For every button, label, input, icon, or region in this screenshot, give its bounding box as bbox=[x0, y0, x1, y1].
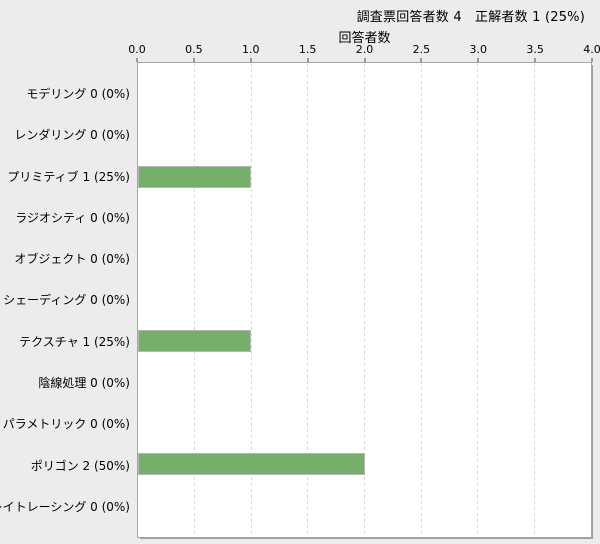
category-label: レンダリング 0 (0%) bbox=[14, 128, 130, 143]
x-tick-label: 2.0 bbox=[355, 43, 374, 56]
x-tick-label: 0.0 bbox=[128, 43, 146, 56]
gridline bbox=[420, 63, 422, 537]
category-label: ポリゴン 2 (50%) bbox=[30, 458, 130, 473]
x-tick-mark bbox=[477, 58, 479, 62]
bar-row bbox=[138, 403, 591, 444]
x-tick-label: 0.5 bbox=[185, 43, 203, 56]
category-label: オブジェクト 0 (0%) bbox=[14, 252, 130, 267]
gridline bbox=[477, 63, 479, 537]
category-label: パラメトリック 0 (0%) bbox=[2, 417, 130, 432]
x-axis-tick-labels: 0.0 0.5 1.0 1.5 2.0 2.5 3.0 3.5 4.0 bbox=[128, 43, 600, 56]
x-tick-label: 3.5 bbox=[526, 43, 544, 56]
bar-row bbox=[138, 156, 591, 197]
x-tick-mark bbox=[307, 58, 309, 62]
x-tick-mark bbox=[136, 58, 138, 62]
x-tick-mark bbox=[591, 58, 593, 62]
gridline bbox=[307, 63, 309, 537]
category-label: レイトレーシング 0 (0%) bbox=[0, 499, 130, 514]
bar bbox=[138, 330, 252, 353]
bar bbox=[138, 165, 252, 188]
gridline bbox=[533, 63, 535, 537]
bar-rows bbox=[138, 63, 591, 537]
x-tick-mark bbox=[420, 58, 422, 62]
bar-row bbox=[138, 485, 591, 526]
category-label: プリミティブ 1 (25%) bbox=[7, 169, 130, 184]
category-label: ラジオシティ 0 (0%) bbox=[15, 210, 130, 225]
gridline bbox=[364, 63, 365, 537]
x-tick-mark bbox=[250, 58, 252, 62]
bar-row bbox=[138, 74, 591, 115]
x-tick-label: 1.0 bbox=[242, 43, 260, 56]
category-label: テクスチャ 1 (25%) bbox=[19, 334, 130, 349]
chart-title: 調査票回答者数 4 正解者数 1 (25%) bbox=[356, 10, 585, 25]
category-label: 陰線処理 0 (0%) bbox=[38, 375, 130, 390]
bar-row bbox=[138, 115, 591, 156]
x-tick-label: 4.0 bbox=[583, 43, 600, 56]
bar-row bbox=[138, 197, 591, 238]
bar-row bbox=[138, 279, 591, 320]
bar bbox=[138, 453, 365, 476]
category-label: シェーディング 0 (0%) bbox=[3, 293, 130, 308]
bar-row bbox=[138, 238, 591, 279]
x-tick-label: 1.5 bbox=[298, 43, 317, 56]
x-tick-mark bbox=[364, 58, 365, 62]
bar-row bbox=[138, 321, 591, 362]
gridline bbox=[250, 63, 252, 537]
gridline bbox=[194, 63, 196, 537]
x-axis-title: 回答者数 bbox=[338, 31, 391, 46]
x-tick-mark bbox=[534, 58, 536, 62]
bar-row bbox=[138, 444, 591, 485]
category-axis: モデリング 0 (0%) レンダリング 0 (0%) プリミティブ 1 (25%) ラ… bbox=[0, 62, 130, 538]
plot-area bbox=[137, 62, 592, 538]
x-tick-label: 2.5 bbox=[412, 43, 431, 56]
x-tick-mark bbox=[193, 58, 195, 62]
x-tick-label: 3.0 bbox=[469, 43, 488, 56]
x-axis-tick-marks bbox=[136, 58, 593, 62]
category-label: モデリング 0 (0%) bbox=[26, 87, 130, 102]
bar-row bbox=[138, 362, 591, 403]
